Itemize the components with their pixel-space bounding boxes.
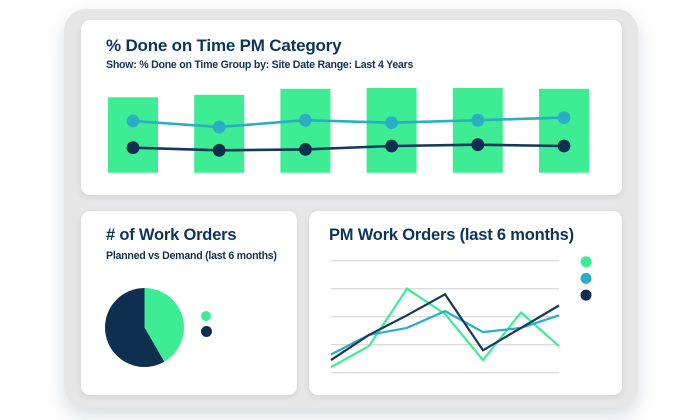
bar-line-combo-chart (108, 88, 589, 173)
teal-series-point (212, 120, 226, 134)
card-pm-work-orders: PM Work Orders (last 6 months) (309, 211, 622, 395)
teal-series-line (132, 116, 565, 129)
bar (452, 88, 503, 173)
navy-series-point (471, 138, 485, 152)
teal-series-point (385, 116, 398, 130)
navy-series-point (557, 139, 571, 153)
bar (194, 94, 245, 173)
bar (539, 88, 589, 173)
line-chart (330, 256, 592, 374)
card-pm-category: % Done on Time PM Category Show: % Done … (81, 20, 622, 195)
navy-series-line (132, 143, 565, 152)
card-subtitle: Planned vs Demand (last 6 months) (106, 250, 277, 262)
green-series-line (330, 287, 560, 369)
legend-dot-green (201, 311, 211, 321)
legend-dot-navy_dark (580, 289, 592, 301)
teal-series-point (299, 113, 312, 127)
card-title: # of Work Orders (106, 226, 237, 244)
legend-dot-green (580, 256, 592, 268)
bar (366, 88, 417, 173)
navy-series-point (299, 143, 312, 156)
navy-series-point (385, 139, 398, 153)
teal-series-point (557, 111, 571, 124)
navy-series-point (212, 143, 226, 157)
navy-series-line (330, 292, 560, 362)
teal-series-point (471, 113, 485, 127)
card-title: % Done on Time PM Category (106, 36, 342, 55)
navy-series-point (126, 141, 140, 155)
card-filter-summary: Show: % Done on Time Group by: Site Date… (106, 59, 414, 71)
teal-series-point (126, 114, 140, 128)
pie-chart (105, 288, 184, 367)
legend-dot-teal (580, 272, 592, 284)
legend-dot-navy (201, 326, 212, 337)
dashboard-panel: % Done on Time PM Category Show: % Done … (64, 9, 638, 408)
card-title: PM Work Orders (last 6 months) (329, 226, 574, 244)
bar (108, 97, 158, 173)
card-work-orders: # of Work Orders Planned vs Demand (last… (81, 211, 297, 395)
bar (280, 88, 331, 173)
